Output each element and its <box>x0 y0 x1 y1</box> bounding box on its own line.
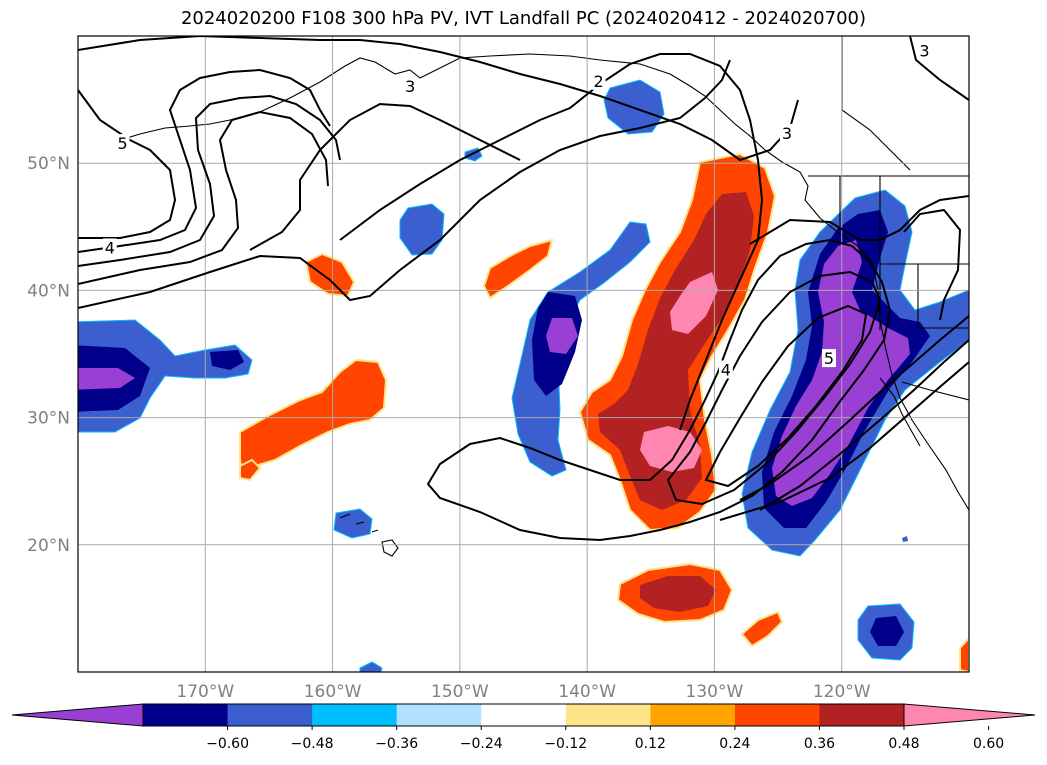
contour-label: 3 <box>405 77 415 96</box>
shade-region-central-band-peak <box>546 318 578 354</box>
contour-label-background <box>102 238 117 257</box>
contour-line-3-west <box>78 59 731 309</box>
colorbar-segment <box>396 704 482 726</box>
colorbar-tick-label: −0.60 <box>206 736 249 752</box>
coastline-alaska <box>229 53 809 201</box>
colorbar-segment <box>650 704 736 726</box>
colorbar-frame <box>142 703 905 727</box>
lat-tick-label: 30°N <box>27 409 70 429</box>
contour-label-background <box>591 71 606 90</box>
contour-label-background <box>115 134 130 153</box>
colorbar-segment <box>227 704 313 726</box>
shade-region-edge-orange <box>959 636 969 672</box>
contour-line-east-c <box>739 315 969 501</box>
map-title: 2024020200 F108 300 hPa PV, IVT Landfall… <box>180 8 867 29</box>
lon-tick-label: 120°W <box>813 682 871 702</box>
colorbar-extend-high <box>903 703 1036 727</box>
colorbar-segment <box>734 704 820 726</box>
contour-labels: 5 4 3 2 3 3 4 5 <box>102 41 932 380</box>
colorbar-segment <box>565 704 651 726</box>
contour-line-5-a <box>666 270 882 506</box>
colorbar: −0.60 −0.48 −0.36 −0.24 −0.12 0.12 0.24 0.36 0.4… <box>11 703 1036 752</box>
lon-tick-label: 160°W <box>304 682 362 702</box>
border-states <box>839 176 969 330</box>
coastline-baja <box>879 377 921 447</box>
colorbar-tick-label: −0.24 <box>460 736 503 752</box>
contour-line-east-loop <box>903 208 962 321</box>
contour-label-background <box>403 76 418 95</box>
contour-label-background <box>718 360 733 379</box>
contour-line-3-ne <box>909 36 969 101</box>
contour-label-background <box>821 349 836 368</box>
contour-line-2 <box>339 53 764 431</box>
contour-line-4-big <box>749 195 969 245</box>
shade-region-central-pacific-orange-dot <box>239 458 262 482</box>
contour-label-background <box>779 123 794 142</box>
colorbar-tick-label: −0.48 <box>291 736 334 752</box>
colorbar-tick-label: −0.36 <box>375 736 418 752</box>
contour-label: 4 <box>721 361 731 380</box>
shade-region-central-band <box>511 221 651 477</box>
lon-tick-label: 170°W <box>176 682 234 702</box>
contour-line-north-3 <box>78 94 341 267</box>
shade-region-west-orange-a <box>304 252 356 298</box>
shade-region-west-dot <box>210 350 244 370</box>
lon-tick-label: 140°W <box>558 682 616 702</box>
colorbar-extend-low <box>11 703 144 727</box>
shade-region-north-pacific <box>399 203 445 256</box>
axis-ticks: 170°W 160°W 150°W 140°W 130°W 120°W 20°N 30°N 40… <box>27 154 871 702</box>
coastline-north-america <box>804 199 969 511</box>
colorbar-segment <box>819 704 905 726</box>
lon-tick-label: 130°W <box>686 682 744 702</box>
colorbar-tick-label: 0.36 <box>804 736 835 752</box>
plot-area: 5 4 3 2 3 3 4 5 <box>78 36 969 672</box>
contour-label: 3 <box>782 124 792 143</box>
colorbar-tick-label: 0.12 <box>635 736 666 752</box>
contour-line-3-upper <box>249 102 521 251</box>
contour-label: 4 <box>105 238 115 257</box>
contour-label: 3 <box>919 41 929 60</box>
border-us-mexico <box>901 381 969 401</box>
lat-tick-label: 20°N <box>27 536 70 556</box>
pv-contours <box>78 36 969 542</box>
shade-region-south-red-core <box>640 576 716 612</box>
contour-label: 5 <box>824 349 834 368</box>
contour-line-east-e <box>719 361 969 521</box>
plot-frame <box>77 35 970 673</box>
colorbar-tick-label: 0.48 <box>888 736 919 752</box>
lat-tick-label: 50°N <box>27 154 70 174</box>
shade-region-south-dot <box>359 661 383 672</box>
shade-region-main-plume-peak-north <box>670 272 718 334</box>
coastline-hawaii <box>339 513 399 557</box>
contour-line-4-inner <box>426 238 892 542</box>
lon-tick-label: 150°W <box>431 682 489 702</box>
shade-region-tiny-dot <box>902 536 908 542</box>
coastline-aleutians <box>119 119 231 141</box>
lat-tick-label: 40°N <box>27 281 70 301</box>
colorbar-segment <box>312 704 398 726</box>
shade-region-southeast-core <box>870 616 904 646</box>
colorbar-tick-label: 0.24 <box>719 736 750 752</box>
shade-region-main-plume-core <box>598 192 754 510</box>
shade-region-small-orange <box>740 610 784 648</box>
contour-line-north-1 <box>78 89 177 239</box>
contour-line-5-b <box>704 304 868 488</box>
colorbar-tick-label: 0.60 <box>973 736 1004 752</box>
contour-label: 5 <box>117 134 127 153</box>
contour-line-3-loop <box>78 36 799 162</box>
colorbar-segment <box>481 704 567 726</box>
contour-line-east-d <box>759 339 969 511</box>
contour-line-north-4 <box>78 110 329 285</box>
colorbar-tick-label: −0.12 <box>544 736 587 752</box>
shade-region-west-edge-peak <box>78 368 135 390</box>
contour-label-background <box>917 41 932 60</box>
contour-line-north-2 <box>78 68 331 253</box>
contour-label: 2 <box>594 72 604 91</box>
coastlines <box>119 36 969 557</box>
colorbar-segment <box>143 704 229 726</box>
shade-region-west-orange-b <box>482 238 554 300</box>
